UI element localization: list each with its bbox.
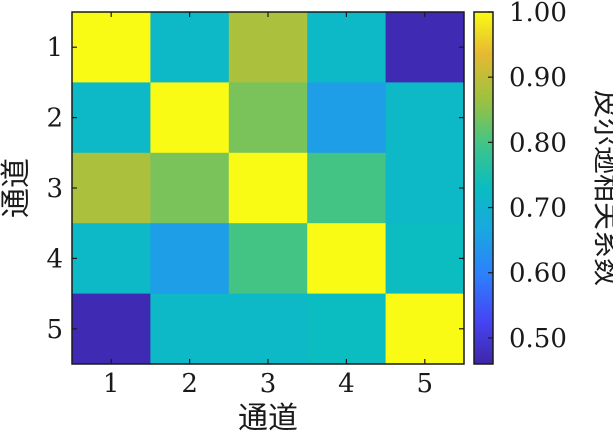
heatmap-cell <box>228 223 308 295</box>
x-tick-label: 5 <box>417 369 434 399</box>
x-tick-label: 2 <box>181 369 198 399</box>
heatmap-cell <box>307 152 387 224</box>
heatmap-cell <box>228 82 308 154</box>
heatmap-cell <box>385 82 465 154</box>
x-tick-label: 1 <box>103 369 120 399</box>
y-axis-label: 通道 <box>0 158 34 218</box>
heatmap-cell <box>72 293 151 365</box>
colorbar-tick-label: 0.90 <box>509 63 567 93</box>
colorbar-tick-label: 0.80 <box>509 128 567 158</box>
heatmap-cell <box>72 152 151 224</box>
y-tick-label: 3 <box>46 174 63 204</box>
heatmap-cell <box>72 223 151 295</box>
colorbar-label: 皮尔逊相关系数 <box>590 90 613 286</box>
heatmap-cell <box>228 12 308 83</box>
heatmap-cell <box>385 293 465 365</box>
colorbar-gradient <box>473 11 494 365</box>
heatmap-cell <box>72 12 151 83</box>
y-tick-label: 2 <box>46 104 63 134</box>
y-tick-label: 4 <box>46 244 63 274</box>
heatmap-cell <box>307 293 387 365</box>
colorbar-tick-label: 0.50 <box>509 324 567 354</box>
heatmap-cell <box>72 82 151 154</box>
heatmap-cell <box>307 82 387 154</box>
heatmap-cell <box>307 12 387 83</box>
colorbar-tick-label: 0.70 <box>509 194 567 224</box>
y-axis-ticks: 1 2 3 4 5 <box>46 33 464 345</box>
x-tick-label: 4 <box>338 369 355 399</box>
colorbar-tick-label: 1.00 <box>509 0 567 28</box>
heatmap-cells <box>72 12 465 365</box>
x-axis-label: 通道 <box>238 401 298 436</box>
heatmap-cell <box>228 152 308 224</box>
colorbar: 0.50 0.60 0.70 0.80 0.90 1.00 皮尔逊相关系数 <box>473 0 613 365</box>
heatmap-cell <box>385 152 465 224</box>
heatmap-cell <box>228 293 308 365</box>
x-tick-label: 3 <box>260 369 277 399</box>
colorbar-ticks: 0.50 0.60 0.70 0.80 0.90 1.00 <box>488 0 567 354</box>
heatmap-cell <box>150 12 230 83</box>
y-tick-label: 5 <box>46 315 63 345</box>
heatmap-cell <box>150 293 230 365</box>
y-tick-label: 1 <box>46 33 63 63</box>
colorbar-tick-label: 0.60 <box>509 259 567 289</box>
heatmap-cell <box>150 223 230 295</box>
heatmap-cell <box>307 223 387 295</box>
heatmap-cell <box>150 152 230 224</box>
x-axis-ticks: 1 2 3 4 5 <box>103 12 433 399</box>
heatmap-cell <box>385 223 465 295</box>
heatmap-cell <box>385 12 465 83</box>
heatmap-cell <box>150 82 230 154</box>
